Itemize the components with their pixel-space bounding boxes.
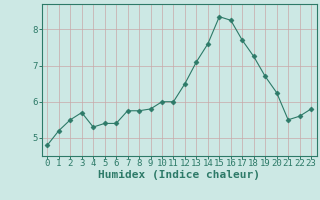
X-axis label: Humidex (Indice chaleur): Humidex (Indice chaleur) (98, 170, 260, 180)
